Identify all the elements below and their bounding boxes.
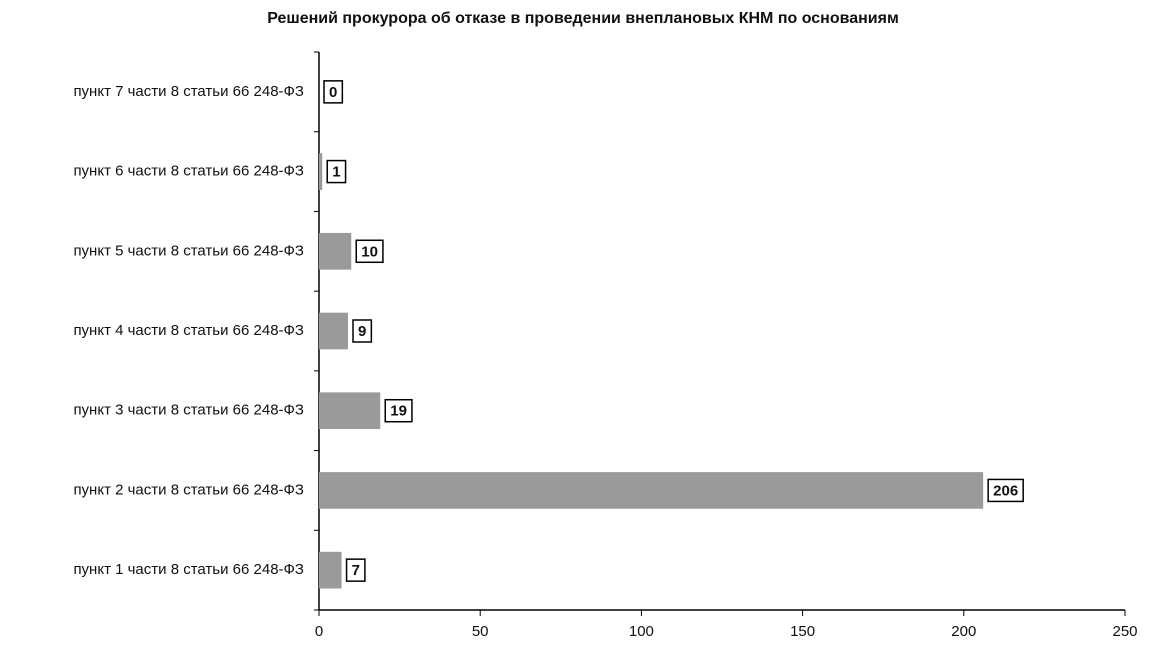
value-label: 9 <box>358 323 366 340</box>
bar <box>319 472 984 509</box>
value-label: 10 <box>361 243 378 260</box>
y-tick-label: пункт 1 части 8 статьи 66 248-ФЗ <box>73 561 304 578</box>
value-label-box <box>987 478 1024 503</box>
x-tick-label: 50 <box>472 623 489 640</box>
value-label: 19 <box>390 403 407 420</box>
x-tick-label: 250 <box>1112 623 1137 640</box>
x-tick-label: 150 <box>790 623 815 640</box>
value-label: 7 <box>352 562 360 579</box>
bar <box>319 551 342 589</box>
value-label: 0 <box>329 84 337 101</box>
value-label-box <box>326 159 347 184</box>
value-label-box <box>323 80 344 104</box>
chart-title: Решений прокурора об отказе в проведении… <box>267 10 899 27</box>
bar <box>319 153 323 190</box>
value-label: 1 <box>332 164 340 181</box>
value-label: 206 <box>993 482 1018 499</box>
x-tick-label: 0 <box>315 623 323 640</box>
x-tick-label: 200 <box>951 623 976 640</box>
y-tick-label: пункт 6 части 8 статьи 66 248-ФЗ <box>73 163 304 180</box>
value-label-box <box>384 398 413 423</box>
bar <box>319 232 352 270</box>
bar <box>319 312 349 350</box>
y-tick-label: пункт 3 части 8 статьи 66 248-ФЗ <box>73 402 304 419</box>
y-tick-label: пункт 5 части 8 статьи 66 248-ФЗ <box>73 242 304 259</box>
value-label-box <box>355 239 384 264</box>
y-tick-label: пункт 2 части 8 статьи 66 248-ФЗ <box>73 481 304 498</box>
value-label-box <box>345 558 366 582</box>
x-tick-label: 100 <box>629 623 654 640</box>
value-label-box <box>352 319 373 343</box>
y-tick-label: пункт 7 части 8 статьи 66 248-ФЗ <box>73 83 304 100</box>
bar <box>319 392 381 430</box>
y-tick-label: пункт 4 части 8 статьи 66 248-ФЗ <box>73 322 304 339</box>
